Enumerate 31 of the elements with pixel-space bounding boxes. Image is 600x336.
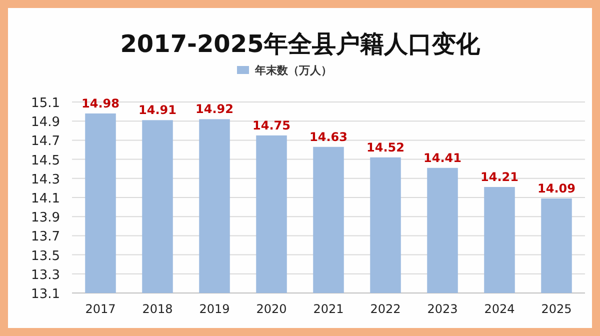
x-tick-label: 2022 (370, 302, 401, 316)
y-tick-label: 15.1 (31, 96, 60, 111)
x-tick-label: 2020 (256, 302, 287, 316)
data-label: 14.98 (82, 96, 120, 110)
y-tick-label: 13.9 (31, 210, 60, 226)
y-tick-label: 14.9 (31, 115, 60, 130)
x-tick-label: 2021 (313, 302, 344, 316)
data-label: 14.09 (538, 181, 576, 196)
y-tick-label: 14.5 (31, 153, 60, 168)
y-tick-label: 14.7 (31, 134, 60, 150)
data-label: 14.92 (196, 102, 234, 116)
y-tick-label: 13.3 (31, 268, 60, 283)
x-tick-label: 2018 (142, 302, 173, 316)
x-tick-label: 2024 (484, 302, 515, 316)
chart-title: 2017-2025年全县户籍人口变化 (120, 30, 481, 58)
x-tick-label: 2023 (427, 302, 458, 316)
data-label: 14.75 (252, 118, 290, 132)
x-tick-label: 2019 (199, 302, 230, 316)
data-label: 14.41 (424, 150, 462, 165)
data-label: 14.63 (310, 130, 348, 144)
y-tick-label: 13.5 (31, 248, 60, 264)
y-tick-label: 14.3 (31, 172, 60, 188)
y-tick-label: 14.1 (31, 192, 60, 206)
data-label: 14.91 (138, 103, 176, 118)
y-tick-label: 13.1 (31, 287, 60, 302)
y-tick-label: 13.7 (31, 230, 60, 245)
x-tick-label: 2025 (541, 302, 572, 316)
legend-label: 年末数（万人） (254, 64, 332, 77)
data-label: 14.21 (480, 170, 518, 184)
data-label: 14.52 (366, 140, 404, 154)
x-tick-label: 2017 (85, 302, 116, 316)
